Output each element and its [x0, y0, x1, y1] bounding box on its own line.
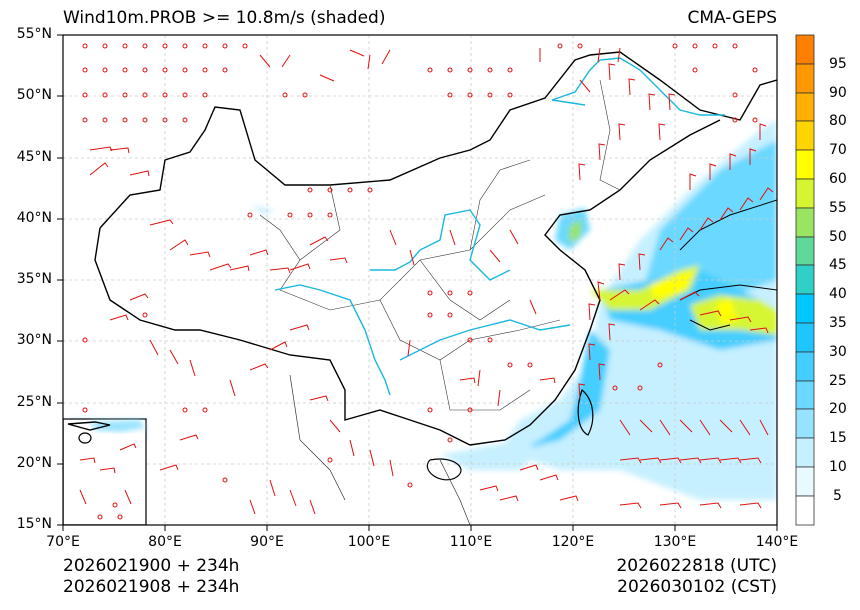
x-tick-80e: 80°E: [148, 534, 182, 550]
colorbar-label-40: 40: [829, 286, 847, 302]
colorbar-label-15: 15: [829, 430, 847, 446]
colorbar: [795, 34, 815, 526]
colorbar-label-30: 30: [829, 344, 847, 360]
colorbar-label-80: 80: [829, 113, 847, 129]
grid-lines: [63, 35, 777, 525]
y-tick-40n: 40°N: [16, 210, 52, 226]
valid-time-cst: 2026030102 (CST): [617, 577, 777, 597]
province-borders: [259, 79, 621, 411]
colorbar-label-55: 55: [829, 200, 847, 216]
valid-time-block: 2026022818 (UTC) 2026030102 (CST): [616, 556, 777, 598]
colorbar-label-95: 95: [829, 56, 847, 72]
colorbar-label-45: 45: [829, 257, 847, 273]
init-time-block: 2026021900 + 234h 2026021908 + 234h: [63, 556, 239, 598]
x-tick-90e: 90°E: [250, 534, 284, 550]
x-tick-100e: 100°E: [347, 534, 391, 550]
wind-barbs: [82, 43, 774, 515]
y-tick-20n: 20°N: [16, 455, 52, 471]
y-tick-35n: 35°N: [16, 271, 52, 287]
colorbar-label-90: 90: [829, 85, 847, 101]
colorbar-label-60: 60: [829, 171, 847, 187]
y-tick-45n: 45°N: [16, 149, 52, 165]
colorbar-label-20: 20: [829, 401, 847, 417]
country-borders: [94, 51, 777, 525]
init-time-cst: 2026021908 + 234h: [63, 577, 240, 597]
colorbar-label-10: 10: [829, 459, 847, 475]
x-tick-110e: 110°E: [449, 534, 493, 550]
chart-title: Wind10m.PROB >= 10.8m/s (shaded): [63, 8, 386, 28]
colorbar-label-25: 25: [829, 373, 847, 389]
x-tick-130e: 130°E: [653, 534, 697, 550]
colorbar-label-50: 50: [829, 229, 847, 245]
inset-map: [63, 418, 147, 525]
x-tick-140e: 140°E: [755, 534, 799, 550]
colorbar-label-70: 70: [829, 142, 847, 158]
probability-shading: [70, 120, 777, 500]
valid-time-utc: 2026022818 (UTC): [616, 556, 777, 576]
colorbar-label-35: 35: [829, 315, 847, 331]
axis-ticks: [57, 34, 778, 531]
y-tick-50n: 50°N: [16, 87, 52, 103]
y-tick-55n: 55°N: [16, 26, 52, 42]
x-tick-120e: 120°E: [551, 534, 595, 550]
colorbar-label-5: 5: [833, 488, 842, 504]
x-tick-70e: 70°E: [46, 534, 80, 550]
rivers: [274, 57, 725, 396]
y-tick-30n: 30°N: [16, 332, 52, 348]
y-tick-15n: 15°N: [16, 516, 52, 532]
init-time-utc: 2026021900 + 234h: [63, 556, 240, 576]
model-label: CMA-GEPS: [687, 8, 777, 28]
y-tick-25n: 25°N: [16, 394, 52, 410]
